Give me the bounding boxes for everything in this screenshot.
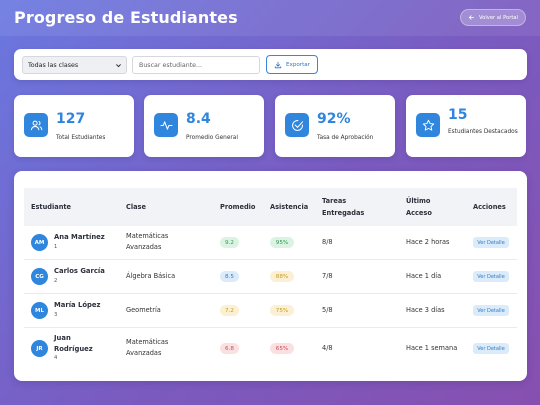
average-badge: 7.2	[220, 305, 239, 316]
view-detail-button[interactable]: Ver Detalle	[473, 343, 509, 354]
back-to-portal-label: Volver al Portal	[479, 14, 518, 21]
avatar: AM	[31, 234, 48, 251]
export-button[interactable]: Exportar	[266, 55, 318, 74]
table-row: JR Juan Rodríguez 4 Matemáticas Avanzada…	[24, 328, 517, 370]
attendance-badge: 95%	[270, 237, 294, 248]
star-icon	[416, 113, 440, 137]
back-to-portal-button[interactable]: Volver al Portal	[460, 9, 526, 26]
users-icon	[24, 113, 48, 137]
attendance-badge: 65%	[270, 343, 294, 354]
student-id: 2	[54, 278, 58, 284]
student-id: 1	[54, 244, 58, 250]
chevron-down-icon	[116, 64, 121, 68]
tasks-delivered: 4/8	[322, 344, 333, 352]
top-bar	[0, 0, 540, 36]
average-badge: 9.2	[220, 237, 239, 248]
table-row: AM Ana Martínez 1 Matemáticas Avanzadas …	[24, 226, 517, 260]
stat-value: 15	[448, 107, 468, 123]
student-class: Matemáticas Avanzadas	[126, 338, 169, 357]
download-icon	[274, 61, 282, 68]
activity-icon	[154, 113, 178, 137]
avatar: CG	[31, 268, 48, 285]
stat-card-top-students: 15 Estudiantes Destacados	[406, 95, 526, 157]
header-average: Promedio	[220, 203, 256, 211]
avatar: JR	[31, 340, 48, 357]
table-header: Estudiante Clase Promedio Asistencia Tar…	[24, 188, 517, 226]
stat-value: 8.4	[186, 111, 211, 127]
last-access: Hace 2 horas	[406, 238, 450, 246]
stat-label: Total Estudiantes	[56, 135, 106, 141]
student-id: 3	[54, 312, 58, 318]
tasks-delivered: 5/8	[322, 306, 333, 314]
header-last-access: Último Acceso	[406, 197, 432, 217]
students-table: Estudiante Clase Promedio Asistencia Tar…	[14, 171, 527, 381]
last-access: Hace 3 días	[406, 306, 445, 314]
filter-bar: Todas las clases Exportar	[14, 49, 527, 80]
student-class: Matemáticas Avanzadas	[126, 232, 169, 251]
stat-card-approval-rate: 92% Tasa de Aprobación	[275, 95, 395, 157]
stat-card-general-average: 8.4 Promedio General	[144, 95, 264, 157]
class-filter-select[interactable]: Todas las clases	[22, 56, 127, 74]
student-id: 4	[54, 355, 58, 361]
stat-card-total-students: 127 Total Estudiantes	[14, 95, 134, 157]
stat-label: Promedio General	[186, 135, 238, 141]
stat-value: 127	[56, 111, 86, 127]
average-badge: 6.8	[220, 343, 239, 354]
header-student: Estudiante	[31, 203, 72, 211]
last-access: Hace 1 día	[406, 272, 442, 280]
student-class: Geometría	[126, 306, 161, 314]
table-row: CG Carlos García 2 Álgebra Básica 8.5 88…	[24, 260, 517, 294]
view-detail-button[interactable]: Ver Detalle	[473, 271, 509, 282]
student-class: Álgebra Básica	[126, 272, 176, 280]
student-search-input[interactable]	[132, 56, 260, 74]
student-name: Ana Martínez	[54, 233, 105, 241]
class-filter-value: Todas las clases	[28, 61, 79, 69]
header-tasks: Tareas Entregadas	[322, 197, 365, 217]
attendance-badge: 75%	[270, 305, 294, 316]
stat-label: Estudiantes Destacados	[448, 129, 518, 135]
stat-value: 92%	[317, 111, 351, 127]
stat-label: Tasa de Aprobación	[317, 135, 374, 141]
view-detail-button[interactable]: Ver Detalle	[473, 237, 509, 248]
header-class: Clase	[126, 203, 146, 211]
page-title: Progreso de Estudiantes	[14, 8, 238, 27]
last-access: Hace 1 semana	[406, 344, 458, 352]
tasks-delivered: 8/8	[322, 238, 333, 246]
average-badge: 8.5	[220, 271, 239, 282]
attendance-badge: 88%	[270, 271, 294, 282]
student-name: Carlos García	[54, 267, 105, 275]
check-circle-icon	[285, 113, 309, 137]
header-actions: Acciones	[473, 203, 506, 211]
avatar: ML	[31, 302, 48, 319]
student-name: Juan Rodríguez	[54, 334, 93, 353]
view-detail-button[interactable]: Ver Detalle	[473, 305, 509, 316]
arrow-left-icon	[468, 15, 475, 20]
export-label: Exportar	[285, 61, 311, 68]
student-name: María López	[54, 301, 101, 309]
table-row: ML María López 3 Geometría 7.2 75% 5/8 H…	[24, 294, 517, 328]
tasks-delivered: 7/8	[322, 272, 333, 280]
header-attendance: Asistencia	[270, 203, 309, 211]
